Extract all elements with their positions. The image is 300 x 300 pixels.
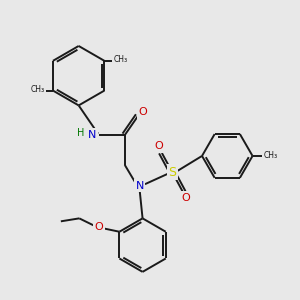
Text: N: N: [88, 130, 96, 140]
Text: O: O: [154, 141, 163, 152]
Text: S: S: [168, 166, 176, 179]
Text: O: O: [138, 107, 147, 117]
Text: N: N: [135, 181, 144, 191]
Text: H: H: [77, 128, 85, 138]
Text: CH₃: CH₃: [30, 85, 44, 94]
Text: CH₃: CH₃: [114, 55, 128, 64]
Text: O: O: [181, 193, 190, 203]
Text: O: O: [94, 222, 103, 232]
Text: CH₃: CH₃: [264, 151, 278, 160]
